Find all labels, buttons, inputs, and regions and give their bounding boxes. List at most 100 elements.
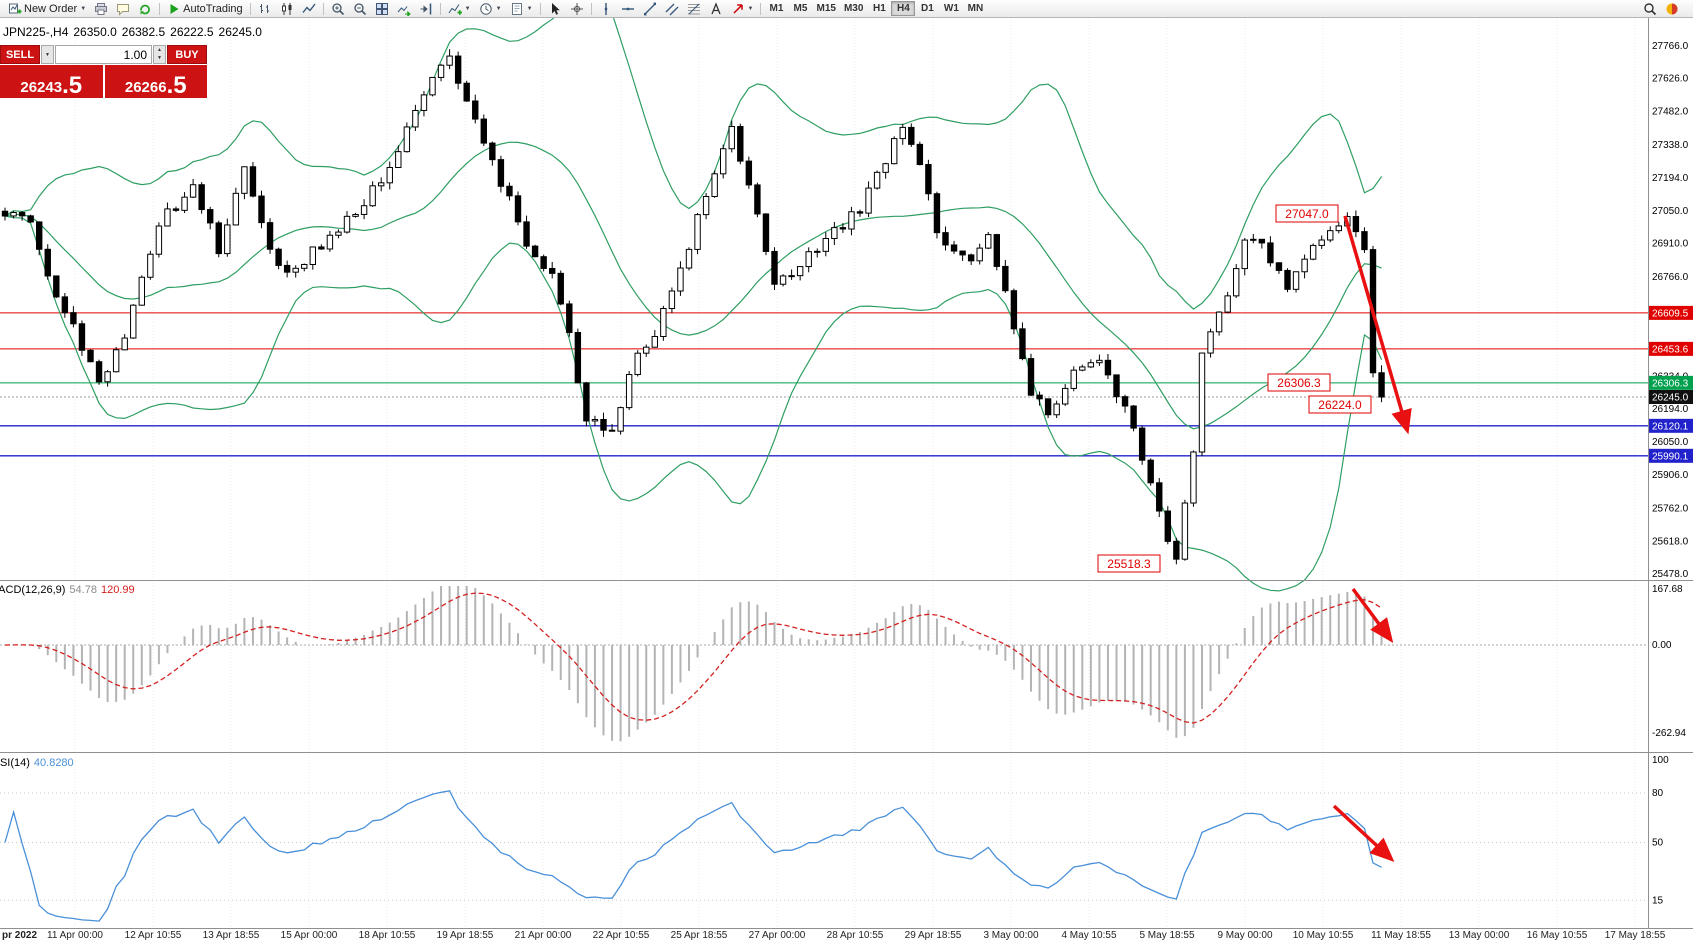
volume-stepper[interactable]: ▲ ▼ bbox=[153, 45, 166, 64]
text-button[interactable] bbox=[705, 1, 727, 17]
price-tag-label: 26453.6 bbox=[1652, 344, 1689, 355]
timeframe-mn-button[interactable]: MN bbox=[963, 1, 987, 16]
toolbar-right-group bbox=[1639, 1, 1689, 17]
toolbar-separator bbox=[159, 2, 161, 15]
crosshair-button[interactable] bbox=[566, 1, 588, 17]
price-axis-label[interactable]: 27050.0 bbox=[1652, 206, 1689, 217]
timeframe-m1-button[interactable]: M1 bbox=[764, 1, 788, 16]
timeframe-d1-button[interactable]: D1 bbox=[915, 1, 939, 16]
timeframe-m30-button[interactable]: M30 bbox=[840, 1, 867, 16]
axis-labels: pr 2022 11 Apr 00:00 12 Apr 10:55 13 Apr 18… bbox=[0, 18, 1693, 940]
zoom-out-icon bbox=[354, 2, 366, 15]
price-axis-label[interactable]: 27194.0 bbox=[1652, 173, 1689, 184]
line-chart-button[interactable] bbox=[298, 1, 320, 17]
price-axis-label[interactable]: 26766.0 bbox=[1652, 272, 1689, 283]
horizontal-line-button[interactable] bbox=[617, 1, 639, 17]
chevron-down-icon: ▼ bbox=[464, 5, 471, 12]
fibonacci-retracement-button[interactable] bbox=[683, 1, 705, 17]
red-trend-arrow[interactable] bbox=[1332, 804, 1395, 862]
price-axis-label[interactable]: 27766.0 bbox=[1652, 41, 1689, 52]
tile-windows-button[interactable] bbox=[371, 1, 393, 17]
price-annotation[interactable]: 25518.3 bbox=[1097, 554, 1161, 573]
red-trend-arrow[interactable] bbox=[1343, 215, 1412, 435]
price-annotation[interactable]: 27047.0 bbox=[1275, 204, 1339, 223]
timeframe-m5-button[interactable]: M5 bbox=[788, 1, 812, 16]
rsi-axis-label[interactable]: 50 bbox=[1652, 838, 1664, 849]
chart-shift-button[interactable] bbox=[415, 1, 437, 17]
price-axis-label[interactable]: 26194.0 bbox=[1652, 404, 1689, 415]
sell-price-display[interactable]: 26243.5 bbox=[0, 65, 103, 98]
arrows-button[interactable]: ▼ bbox=[727, 1, 758, 17]
price-axis-label[interactable]: 25478.0 bbox=[1652, 569, 1689, 580]
equidistant-channel-icon bbox=[665, 3, 678, 15]
search-icon bbox=[1644, 2, 1657, 15]
candlestick-chart-button[interactable] bbox=[276, 1, 298, 17]
zoom-out-button[interactable] bbox=[349, 1, 371, 17]
buy-button[interactable]: BUY bbox=[167, 45, 207, 64]
rsi-axis-label[interactable]: 80 bbox=[1652, 788, 1664, 799]
volume-down-icon[interactable]: ▼ bbox=[157, 55, 162, 61]
refresh-button[interactable] bbox=[134, 1, 156, 17]
periods-button[interactable]: ▼ bbox=[475, 1, 506, 17]
indicators-button[interactable]: ▼ bbox=[444, 1, 475, 17]
price-axis-label[interactable]: 25762.0 bbox=[1652, 503, 1689, 514]
tile-windows-icon bbox=[375, 2, 388, 15]
time-axis-label: 19 Apr 18:55 bbox=[437, 930, 494, 940]
time-axis-label: 3 May 00:00 bbox=[983, 930, 1038, 940]
price-axis-label[interactable]: 27626.0 bbox=[1652, 73, 1689, 84]
equidistant-channel-button[interactable] bbox=[661, 1, 683, 17]
timeframe-h1-button[interactable]: H1 bbox=[867, 1, 891, 16]
volume-input[interactable]: 1.00 bbox=[55, 45, 152, 64]
search-button[interactable] bbox=[1639, 1, 1661, 17]
price-annotation[interactable]: 26306.3 bbox=[1267, 373, 1331, 392]
rsi-axis-label[interactable]: 15 bbox=[1652, 895, 1664, 906]
price-axis-label[interactable]: 27482.0 bbox=[1652, 107, 1689, 118]
text-icon bbox=[710, 1, 721, 14]
macd-axis-label[interactable]: 167.68 bbox=[1652, 584, 1683, 595]
price-axis-label[interactable]: 26050.0 bbox=[1652, 437, 1689, 448]
templates-icon bbox=[511, 2, 522, 15]
rsi-axis-label[interactable]: 100 bbox=[1652, 755, 1669, 766]
trendline-button[interactable] bbox=[639, 1, 661, 17]
macd-axis-label[interactable]: -262.94 bbox=[1652, 728, 1686, 739]
templates-button[interactable]: ▼ bbox=[506, 1, 537, 17]
price-axis-label[interactable]: 25906.0 bbox=[1652, 470, 1689, 481]
macd-title: MACD(12,26,9) bbox=[0, 584, 66, 596]
price-axis-label[interactable]: 26910.0 bbox=[1652, 239, 1689, 250]
new-order-button[interactable]: New Order ▼ bbox=[4, 1, 90, 17]
toolbar-separator bbox=[439, 2, 441, 15]
timeframe-m15-button[interactable]: M15 bbox=[812, 1, 839, 16]
printer-button[interactable] bbox=[90, 1, 112, 17]
price-annotation[interactable]: 26224.0 bbox=[1308, 395, 1372, 414]
trendline-icon bbox=[643, 2, 656, 15]
auto-scroll-button[interactable] bbox=[393, 1, 415, 17]
vertical-line-button[interactable] bbox=[595, 1, 617, 17]
volume-up-icon[interactable]: ▲ bbox=[157, 47, 162, 53]
zoom-in-button[interactable] bbox=[327, 1, 349, 17]
bar-chart-button[interactable] bbox=[254, 1, 276, 17]
autotrading-button[interactable]: AutoTrading bbox=[163, 1, 247, 17]
timeframe-w1-button[interactable]: W1 bbox=[939, 1, 963, 16]
time-axis-label: 11 May 18:55 bbox=[1371, 930, 1431, 940]
time-axis-label: 21 Apr 00:00 bbox=[515, 930, 572, 940]
time-axis-label: 5 May 18:55 bbox=[1139, 930, 1194, 940]
zoom-in-icon bbox=[332, 2, 344, 15]
buy-price-display[interactable]: 26266.5 bbox=[104, 65, 207, 98]
price-axis-label[interactable]: 27338.0 bbox=[1652, 140, 1689, 151]
chat-button[interactable] bbox=[112, 1, 134, 17]
price-axis-label[interactable]: 25618.0 bbox=[1652, 537, 1689, 548]
time-axis-label: 29 Apr 18:55 bbox=[905, 930, 962, 940]
macd-axis-label[interactable]: 0.00 bbox=[1652, 640, 1672, 651]
time-axis-label: 13 Apr 18:55 bbox=[203, 930, 260, 940]
red-trend-arrow[interactable] bbox=[1351, 587, 1394, 644]
toolbar-separator bbox=[760, 2, 762, 15]
cursor-button[interactable] bbox=[544, 1, 566, 17]
order-options-dropdown[interactable]: ▼ bbox=[41, 45, 54, 64]
community-button[interactable] bbox=[1661, 1, 1683, 17]
crosshair-icon bbox=[570, 2, 583, 15]
symbol-period: JPN225-,H4 bbox=[3, 25, 69, 39]
timeframe-h4-button[interactable]: H4 bbox=[891, 1, 916, 16]
time-axis-label: 13 May 00:00 bbox=[1449, 930, 1510, 940]
sell-button[interactable]: SELL bbox=[0, 45, 40, 64]
